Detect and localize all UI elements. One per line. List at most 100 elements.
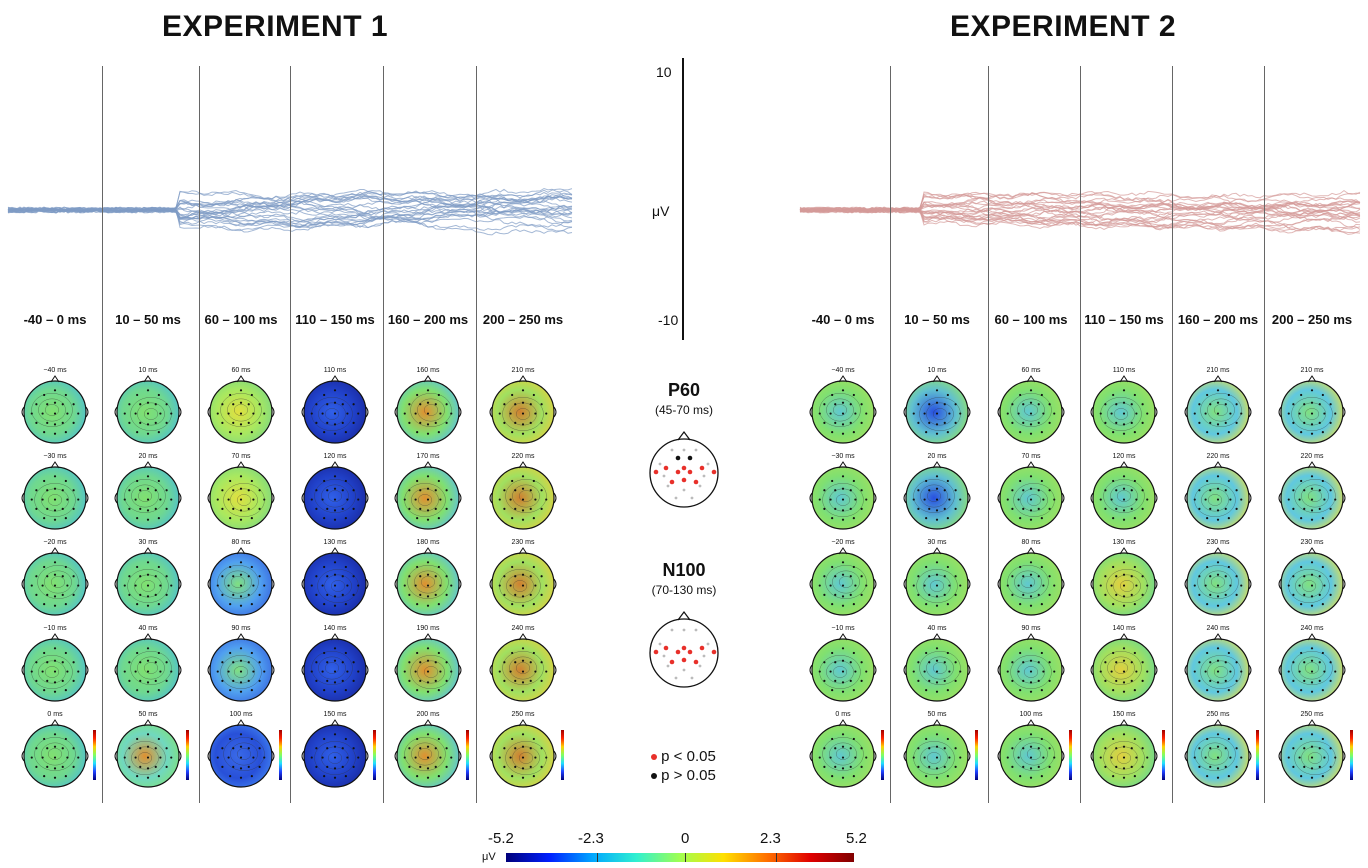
electrode-dot [1040,689,1043,692]
electrode-dot [229,479,232,483]
nose-marker [50,375,60,383]
electrode-dot [310,584,313,587]
electrode-dot [1141,679,1144,682]
significant-electrode [653,469,659,475]
contour-line [1301,580,1317,592]
scalp-map [23,724,87,788]
electrode-dot [408,679,411,682]
electrode-dot [943,593,946,596]
electrode-dot [43,517,46,520]
electrode-dot [1318,679,1321,682]
electrode-dot [917,679,920,682]
electrode-dot [1146,412,1149,415]
topography-head [1278,633,1346,702]
electrode-dot [1017,412,1020,415]
right-ear-marker [1248,406,1252,418]
nose-marker [1213,633,1223,641]
nose-marker [838,633,848,641]
electrode-dot [1048,593,1051,596]
right-ear-marker [1248,750,1252,762]
contour-line [217,565,259,599]
electrode-dot [935,595,939,598]
contour-line [37,565,79,599]
electrode-dot [503,489,506,492]
electrode-dot [437,479,440,483]
electrode-dot [53,432,57,435]
electrode-dot [521,487,525,490]
electrode-dot [170,584,173,587]
electrode-dot [521,745,525,748]
electrode-dot [521,756,525,759]
significant-electrode [699,645,705,651]
electrode-dot [333,573,337,576]
electrode-dot [1110,670,1113,673]
nose-marker [143,719,153,727]
electrode-dot [923,670,926,673]
electrode-dot [1310,498,1314,501]
electrode-dot [1310,432,1314,435]
electrode-dot [434,747,437,750]
electrode-dot [426,401,430,404]
electrode-dot [1303,403,1306,406]
right-ear-marker [553,664,557,676]
electrode-dot [829,756,832,759]
topography-head [1278,547,1346,616]
contour-line [825,565,867,599]
electrode-dot [852,689,855,692]
electrode-dot [426,604,430,607]
electrode-dot [928,593,931,596]
electrode-dot [1292,507,1295,510]
electrode-dot [1310,584,1314,587]
right-ear-marker [458,406,462,418]
electrode-dot [841,584,845,587]
electrode-dot [1303,507,1306,510]
electrode-dot [946,517,949,520]
electrode-dot [841,432,845,435]
electrode-dot [239,584,243,587]
electrode-dot [239,389,243,392]
electrode-dot [1310,561,1314,564]
electrode-dot [928,489,931,492]
electrode-dot [1198,661,1201,664]
contour-line [1210,576,1226,588]
electrode-dot [146,584,150,587]
electrode-dot [445,593,448,596]
topography-time-label: 60 ms [1021,367,1041,374]
electrode-dot [1206,479,1209,483]
electrode-dot [64,737,67,741]
contour-line [124,479,166,513]
topography-head [1184,547,1252,616]
electrode-dot [252,412,255,415]
electrode-dot [159,498,162,501]
electrode-dot [1300,775,1303,778]
electrode-dot [426,573,430,576]
left-ear-marker [21,406,25,418]
electrode-dot [136,431,139,434]
contour-line [34,737,76,771]
electrode-dot [352,507,355,510]
left-ear-marker [114,406,118,418]
contour-line [1294,479,1336,513]
topography-time-label: 170 ms [416,453,440,460]
legend-nonsignificant: p > 0.05 [651,767,716,784]
electrode-dot [503,679,506,682]
colorbar-unit: μV [482,851,496,863]
electrode-dot [1146,670,1149,673]
electrode-dot [239,595,243,598]
nose-marker [330,461,340,469]
electrode-dot [239,767,243,770]
electrode-dot [1112,431,1115,434]
electrode-dot [434,679,437,682]
contour-line [410,393,452,427]
electrode-dot [1019,775,1022,778]
electrode-dot [146,389,150,392]
electrode-dot [1029,604,1033,607]
electrode-dot [1240,670,1243,673]
legend-significant-label: p < 0.05 [661,748,716,765]
left-ear-marker [1278,492,1282,504]
electrode-dot [315,747,318,750]
right-ear-marker [178,750,182,762]
topography-colorbar [279,730,282,780]
contour-line [502,397,544,431]
electrode-dot [247,507,250,510]
